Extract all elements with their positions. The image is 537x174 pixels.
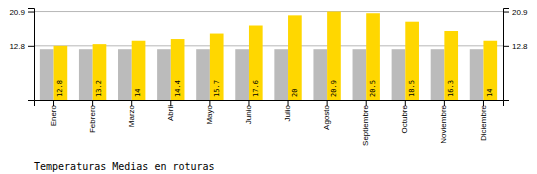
axis-line: [504, 9, 510, 101]
grid: [34, 12, 503, 46]
tick-mark: [28, 46, 34, 47]
bar: [288, 15, 302, 100]
data-label: 15.7: [213, 80, 221, 97]
tick-label: Mayo: [205, 104, 214, 124]
x-axis: Enero Febrero Marzo Abril Mayo Junio Julio Agos…: [35, 100, 504, 146]
tick-mark: [503, 12, 509, 13]
tick-label: Agosto: [322, 104, 331, 129]
tick: Febrero: [88, 100, 97, 133]
tick-label: 20.9: [512, 8, 528, 17]
data-label: 14: [486, 89, 494, 97]
tick-label: 12.8: [9, 42, 25, 51]
tick-label: Noviembre: [439, 104, 448, 143]
bar: [157, 49, 171, 100]
tick: Marzo: [127, 100, 136, 127]
bar: [118, 49, 132, 100]
bar: [196, 49, 210, 100]
tick: Julio: [283, 100, 292, 121]
title: Temperaturas Medias en roturas: [34, 161, 215, 172]
data-label: 20.9: [330, 80, 338, 97]
tick-label: Octubre: [400, 104, 409, 133]
tick: Enero: [49, 100, 58, 126]
bars: [40, 12, 497, 100]
data-label: 20.5: [369, 80, 377, 97]
bar: [235, 49, 249, 100]
data-label: 20: [291, 89, 299, 97]
bar: [249, 26, 263, 100]
bar: [366, 13, 380, 100]
tick-label: Septiembre: [361, 104, 370, 145]
bar: [274, 49, 288, 100]
tick-label: 12.8: [512, 42, 528, 51]
bar: [431, 49, 445, 100]
tick-mark: [28, 12, 34, 13]
bar: [444, 31, 458, 100]
tick: Noviembre: [439, 100, 448, 144]
bar: [313, 49, 327, 100]
data-label: 18.5: [408, 80, 416, 97]
data-labels: 12.8 13.2 14 14.4 15.7 17.6 20 20.9 20.5 18.5 16.3…: [56, 80, 494, 97]
bar: [79, 49, 93, 100]
tick-label: Junio: [244, 104, 253, 124]
bar: [93, 44, 107, 100]
bar: [54, 46, 68, 100]
tick-label: 20.9: [9, 8, 25, 17]
chart: 12.8 13.2 14 14.4 15.7 17.6 20 20.9 20.5 18.5 16.3…: [0, 0, 537, 174]
tick: Diciembre: [479, 100, 488, 141]
y-axis: 12.8 20.9: [9, 8, 34, 101]
bar: [210, 34, 224, 100]
tick: Septiembre: [361, 100, 370, 146]
tick-label: Abril: [166, 105, 175, 121]
tick: 20.9: [9, 8, 34, 17]
tick: Abril: [166, 100, 175, 121]
axis-line: [35, 101, 504, 107]
bar: [405, 22, 419, 100]
tick-label: Julio: [283, 104, 292, 121]
data-label: 12.8: [56, 80, 64, 97]
bar: [483, 41, 497, 100]
data-label: 17.6: [252, 80, 260, 97]
data-label: 13.2: [95, 80, 103, 97]
data-label: 16.3: [447, 80, 455, 97]
tick-mark: [503, 46, 509, 47]
plot: 12.8 13.2 14 14.4 15.7 17.6 20 20.9 20.5 18.5 16.3…: [9, 8, 528, 146]
bar: [40, 49, 54, 100]
grid-line: [34, 11, 503, 12]
data-label: 14.4: [174, 80, 182, 97]
tick-label: Marzo: [127, 104, 136, 127]
tick: Octubre: [400, 100, 409, 133]
tick: 20.9: [503, 8, 528, 17]
bar: [171, 39, 185, 100]
y2-axis: 12.8 20.9: [503, 8, 528, 101]
bar: [470, 49, 484, 100]
bar: [327, 12, 341, 100]
tick: 12.8: [503, 42, 528, 51]
bar: [353, 49, 367, 100]
tick-label: Febrero: [88, 104, 97, 133]
tick: Junio: [244, 100, 253, 124]
tick-label: Enero: [49, 104, 58, 126]
tick: Mayo: [205, 100, 214, 125]
tick: Agosto: [322, 100, 331, 130]
data-label: 14: [134, 89, 142, 97]
bar-series: [54, 12, 498, 100]
tick-label: Diciembre: [479, 104, 488, 141]
bar: [132, 41, 146, 100]
tick: 12.8: [9, 42, 34, 51]
axis-line: [28, 9, 35, 101]
bar: [392, 49, 406, 100]
